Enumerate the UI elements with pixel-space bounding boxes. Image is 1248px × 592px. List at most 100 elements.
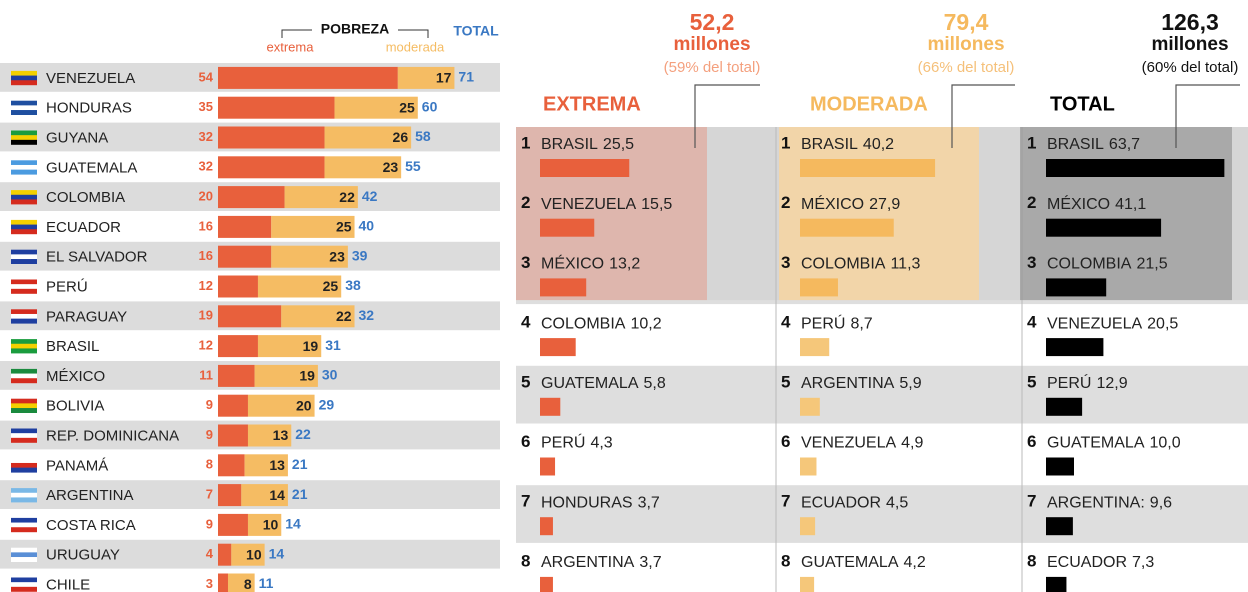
headline-total: 52,2: [690, 9, 735, 35]
flag-stripe: [11, 586, 37, 592]
value-label: 20,5: [1147, 315, 1178, 332]
bar-moderada: [227, 573, 255, 592]
rank: 7: [1027, 492, 1036, 511]
value-label: 9,6: [1150, 494, 1172, 511]
value-label: 15,5: [641, 196, 672, 213]
country-label: GUATEMALA: [46, 159, 137, 176]
value-label: 27,9: [869, 196, 900, 213]
bar-moderada: [324, 156, 402, 179]
bar: [800, 218, 894, 237]
rank: 7: [521, 492, 530, 511]
country-label: URUGUAY: [46, 547, 120, 564]
country-label: VENEZUELA: [541, 196, 636, 213]
bar-moderada: [247, 513, 282, 536]
rank: 5: [521, 372, 530, 391]
country-label: CHILE: [46, 576, 90, 592]
country-label: PERÚ: [1047, 373, 1091, 392]
country-label: BRASIL: [801, 136, 858, 153]
moderada-label: 25: [399, 99, 415, 115]
rank: 1: [1027, 133, 1036, 152]
bar-moderada: [324, 126, 412, 149]
flag-stripe: [11, 492, 37, 498]
moderada-label: 17: [436, 70, 452, 86]
flag-stripe: [11, 100, 37, 106]
total-label: 11: [259, 575, 274, 591]
value-label: 13,2: [609, 256, 640, 273]
extrema-label: 11: [199, 367, 213, 382]
flag-stripe: [11, 135, 37, 141]
flag-stripe: [11, 517, 37, 523]
flag-stripe: [11, 110, 37, 115]
rank: 2: [521, 193, 530, 212]
country-label: VENEZUELA: [801, 435, 896, 452]
country-label: PARAGUAY: [46, 308, 127, 325]
extrema-label: 32: [199, 159, 213, 174]
headline-share: (66% del total): [918, 59, 1015, 76]
flag-stripe: [11, 190, 37, 196]
column-title: MODERADA: [810, 93, 928, 115]
bar-extrema: [218, 335, 258, 358]
bar: [1046, 576, 1067, 592]
flag-stripe: [11, 373, 37, 379]
moderada-label: 10: [263, 517, 279, 533]
bar-moderada: [284, 186, 358, 209]
flag-stripe: [11, 378, 37, 384]
leader-total: [1175, 84, 1240, 148]
bar: [800, 338, 830, 357]
flag-stripe: [11, 368, 37, 374]
country-label: ARGENTINA: [541, 554, 635, 571]
bar-extrema: [218, 126, 325, 149]
bar: [1046, 457, 1074, 476]
value-label: 4,2: [904, 554, 926, 571]
bar: [800, 278, 838, 297]
bar-moderada: [281, 305, 355, 328]
headline-unit: millones: [673, 34, 750, 55]
rank: 8: [781, 551, 790, 570]
bar-moderada: [271, 215, 355, 238]
rank: 3: [781, 253, 790, 272]
rank: 7: [781, 492, 790, 511]
moderada-label: 26: [393, 129, 409, 145]
value-label: 63,7: [1109, 136, 1140, 153]
total-label: 71: [458, 69, 474, 85]
flag-stripe: [11, 403, 37, 409]
legend-moderada: moderada: [386, 39, 445, 54]
column-title: EXTREMA: [543, 93, 641, 115]
leader-extrema: [694, 84, 760, 148]
bar: [1046, 278, 1107, 297]
rank: 8: [1027, 551, 1036, 570]
extrema-label: 4: [206, 546, 214, 561]
bar-extrema: [218, 573, 228, 592]
country-label: COLOMBIA: [541, 315, 626, 332]
country-label: HONDURAS: [541, 494, 633, 511]
flag-stripe: [11, 467, 37, 473]
bar-extrema: [218, 424, 248, 447]
bar-moderada: [241, 484, 288, 507]
total-label: 32: [359, 307, 375, 323]
flag-stripe: [11, 339, 37, 345]
headline-share: (59% del total): [664, 59, 761, 76]
extrema-label: 20: [199, 189, 213, 204]
flag-stripe: [11, 577, 37, 583]
moderada-label: 8: [244, 576, 252, 592]
row-band: [516, 365, 1248, 424]
rank: 2: [781, 193, 790, 212]
bar: [800, 576, 815, 592]
value-label: 10,2: [630, 315, 661, 332]
rank: 6: [781, 432, 790, 451]
country-label: BRASIL: [1047, 136, 1104, 153]
bar: [540, 397, 561, 416]
flag-stripe: [11, 249, 37, 255]
flag-stripe: [11, 462, 37, 468]
bar-extrema: [218, 156, 325, 179]
country-label: COSTA RICA: [46, 517, 136, 534]
bar-extrema: [218, 543, 232, 566]
country-label: MÉXICO: [541, 254, 604, 273]
flag-stripe: [11, 313, 37, 319]
bar: [540, 338, 576, 357]
country-label: GUATEMALA: [1047, 435, 1145, 452]
moderada-label: 23: [329, 248, 345, 264]
total-label: 22: [295, 426, 311, 442]
extrema-label: 19: [199, 308, 213, 323]
flag-stripe: [11, 309, 37, 315]
